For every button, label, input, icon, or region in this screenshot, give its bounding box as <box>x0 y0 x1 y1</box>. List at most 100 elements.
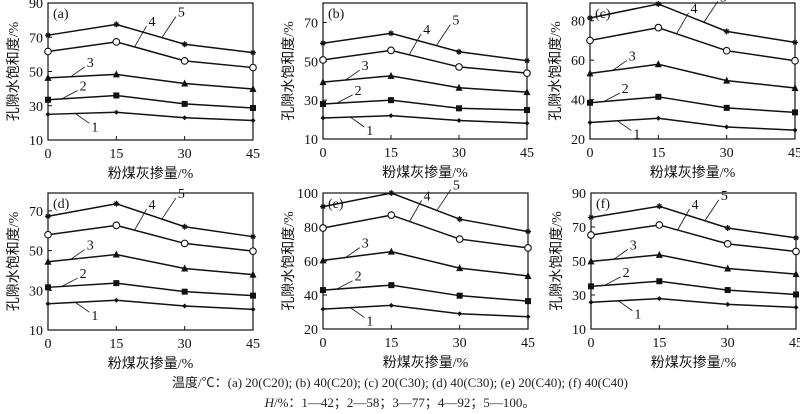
marker-square <box>456 105 462 112</box>
series-leader-1 <box>75 302 90 313</box>
series-label-1: 1 <box>366 314 373 329</box>
x-tick-label: 0 <box>45 337 52 352</box>
x-axis-label: 粉煤灰掺量/% <box>651 354 737 371</box>
marker-diamond <box>588 299 594 305</box>
panel-label: (c) <box>595 7 611 22</box>
marker-diamond <box>525 314 531 320</box>
series-line-4 <box>590 224 797 253</box>
marker-circle <box>249 63 257 72</box>
marker-square <box>113 92 120 99</box>
marker-square <box>181 288 188 295</box>
y-tick-label: 10 <box>572 323 586 338</box>
marker-circle <box>455 235 464 243</box>
marker-triangle <box>181 264 189 272</box>
marker-square <box>181 100 188 107</box>
y-tick-label: 10 <box>304 133 318 148</box>
marker-star <box>587 14 593 21</box>
y-tick-label: 60 <box>571 54 585 69</box>
marker-star <box>181 223 188 230</box>
marker-star <box>388 30 394 37</box>
series-line-5 <box>322 192 529 233</box>
marker-circle <box>723 239 732 248</box>
marker-diamond <box>655 115 661 121</box>
series-line-1 <box>322 114 528 125</box>
marker-star <box>45 213 51 220</box>
series-label-5: 5 <box>453 178 460 193</box>
series-label-2: 2 <box>622 82 629 97</box>
marker-diamond <box>388 113 394 119</box>
x-tick-label: 30 <box>453 336 467 351</box>
series-line-2 <box>47 94 254 109</box>
marker-triangle <box>654 60 662 68</box>
caption-var: H <box>264 395 274 410</box>
marker-diamond <box>320 306 326 312</box>
marker-diamond <box>182 115 188 121</box>
y-tick-label: 70 <box>304 16 318 31</box>
marker-circle <box>112 38 121 46</box>
marker-circle <box>112 221 121 230</box>
series-label-4: 4 <box>149 198 156 213</box>
series-leader-3 <box>70 249 86 260</box>
series-line-3 <box>322 250 529 277</box>
marker-triangle <box>387 247 395 255</box>
marker-star <box>113 200 120 207</box>
series-leader-2 <box>61 277 78 287</box>
series-label-1: 1 <box>633 128 640 143</box>
y-tick-label: 50 <box>572 255 586 270</box>
y-tick-label: 70 <box>29 205 43 220</box>
series-label-3: 3 <box>629 50 636 65</box>
series-label-3: 3 <box>362 237 369 252</box>
marker-diamond <box>457 311 463 317</box>
x-tick-label: 30 <box>452 146 466 161</box>
series-leader-2 <box>603 92 620 102</box>
y-tick-label: 90 <box>29 0 43 12</box>
series-label-5: 5 <box>720 0 727 5</box>
y-tick-label: 30 <box>572 289 586 304</box>
series-line-4 <box>589 26 796 62</box>
marker-diamond <box>250 117 256 123</box>
marker-circle <box>180 57 189 65</box>
marker-triangle <box>792 270 800 278</box>
marker-triangle <box>112 70 120 78</box>
y-tick-label: 50 <box>29 66 43 81</box>
series-line-4 <box>47 41 254 69</box>
marker-square <box>655 93 662 100</box>
marker-diamond <box>524 120 530 126</box>
series-label-1: 1 <box>91 120 98 135</box>
marker-diamond <box>320 115 326 121</box>
marker-square <box>250 292 256 299</box>
plot-frame <box>589 2 796 140</box>
series-leader-3 <box>612 60 628 71</box>
series-line-4 <box>322 214 529 249</box>
series-label-2: 2 <box>355 270 362 285</box>
series-label-1: 1 <box>366 124 373 139</box>
x-axis-label: 粉煤灰掺量/% <box>108 165 194 182</box>
x-tick-label: 15 <box>109 147 123 162</box>
marker-circle <box>654 23 663 32</box>
marker-diamond <box>792 127 798 133</box>
series-label-3: 3 <box>362 59 369 74</box>
x-tick-label: 15 <box>109 337 123 352</box>
x-tick-label: 15 <box>384 146 398 161</box>
series-leader-2 <box>61 90 78 100</box>
series-line-1 <box>47 299 254 311</box>
x-axis-label: 粉煤灰掺量/% <box>108 355 194 372</box>
x-tick-label: 45 <box>789 336 800 351</box>
marker-star <box>250 49 256 56</box>
series-line-1 <box>47 111 254 122</box>
y-tick-label: 10 <box>29 134 43 149</box>
series-label-4: 4 <box>424 189 431 204</box>
marker-diamond <box>250 306 256 312</box>
series-label-4: 4 <box>149 15 156 30</box>
series-line-5 <box>589 3 796 44</box>
y-tick-label: 50 <box>29 245 43 260</box>
marker-circle <box>44 230 52 239</box>
series-line-2 <box>322 99 528 111</box>
series-line-2 <box>47 282 254 297</box>
x-tick-label: 15 <box>652 336 666 351</box>
series-leader-4 <box>134 25 147 48</box>
